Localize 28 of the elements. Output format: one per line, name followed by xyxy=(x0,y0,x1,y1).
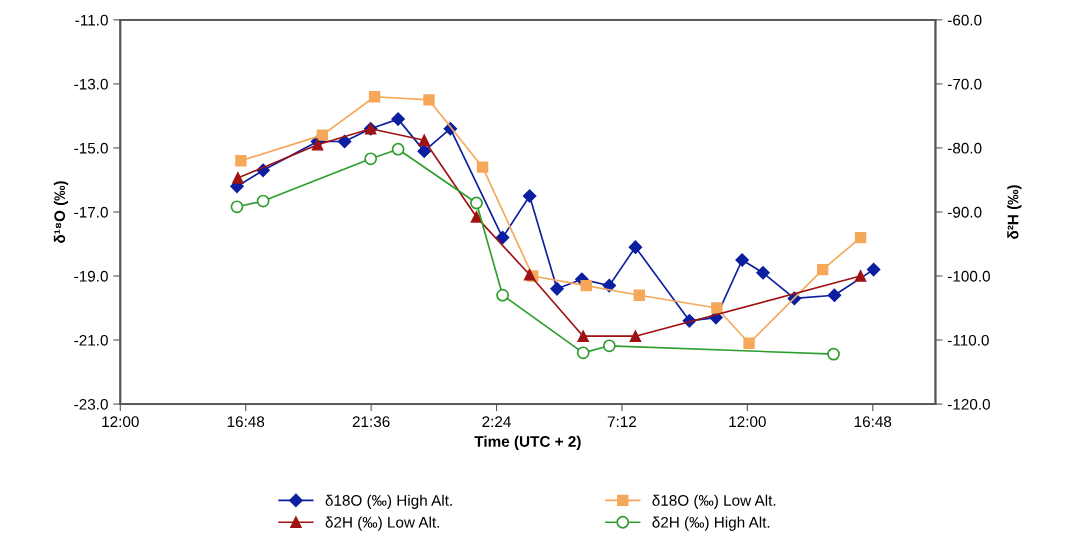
y2-tick-label: -70.0 xyxy=(947,78,982,90)
x-tick-label: 16:48 xyxy=(227,416,265,428)
y-tick-label: -19.0 xyxy=(74,270,108,282)
x-tick-label: 2:24 xyxy=(482,416,511,427)
y2-tick-label: -60.0 xyxy=(947,14,982,26)
x-tick-label: 12:00 xyxy=(729,416,766,428)
y-tick-label: -21.0 xyxy=(74,334,108,346)
y2-tick-label: -110.0 xyxy=(947,334,989,346)
y-tick-label: -17.0 xyxy=(74,206,108,218)
y-tick-label: -11.0 xyxy=(75,14,108,26)
y-tick-label: -23.0 xyxy=(74,398,108,410)
y2-tick-label: -120.0 xyxy=(947,398,990,410)
y-tick-label: -13.0 xyxy=(74,78,108,90)
x-tick-label: 7:12 xyxy=(607,416,637,427)
y-axis-title: δ¹⁸O (‰) xyxy=(53,181,69,243)
legend-label: δ18O (‰) Low Alt. xyxy=(652,494,776,509)
legend-label: δ2H (‰) High Alt. xyxy=(652,516,770,531)
legend-label: δ18O (‰) High Alt. xyxy=(325,494,452,509)
y2-tick-label: -80.0 xyxy=(947,142,982,154)
x-axis-title: Time (UTC + 2) xyxy=(474,435,581,450)
y2-tick-label: -90.0 xyxy=(947,206,982,218)
x-tick-label: 21:36 xyxy=(352,416,390,428)
x-tick-label: 16:48 xyxy=(854,416,892,428)
x-tick-label: 12:00 xyxy=(102,416,139,428)
y2-axis-title: δ²H (‰) xyxy=(1007,185,1022,239)
y-tick-label: -15.0 xyxy=(74,142,108,154)
legend-label: δ2H (‰) Low Alt. xyxy=(325,516,440,531)
y2-tick-label: -100.0 xyxy=(947,270,990,282)
